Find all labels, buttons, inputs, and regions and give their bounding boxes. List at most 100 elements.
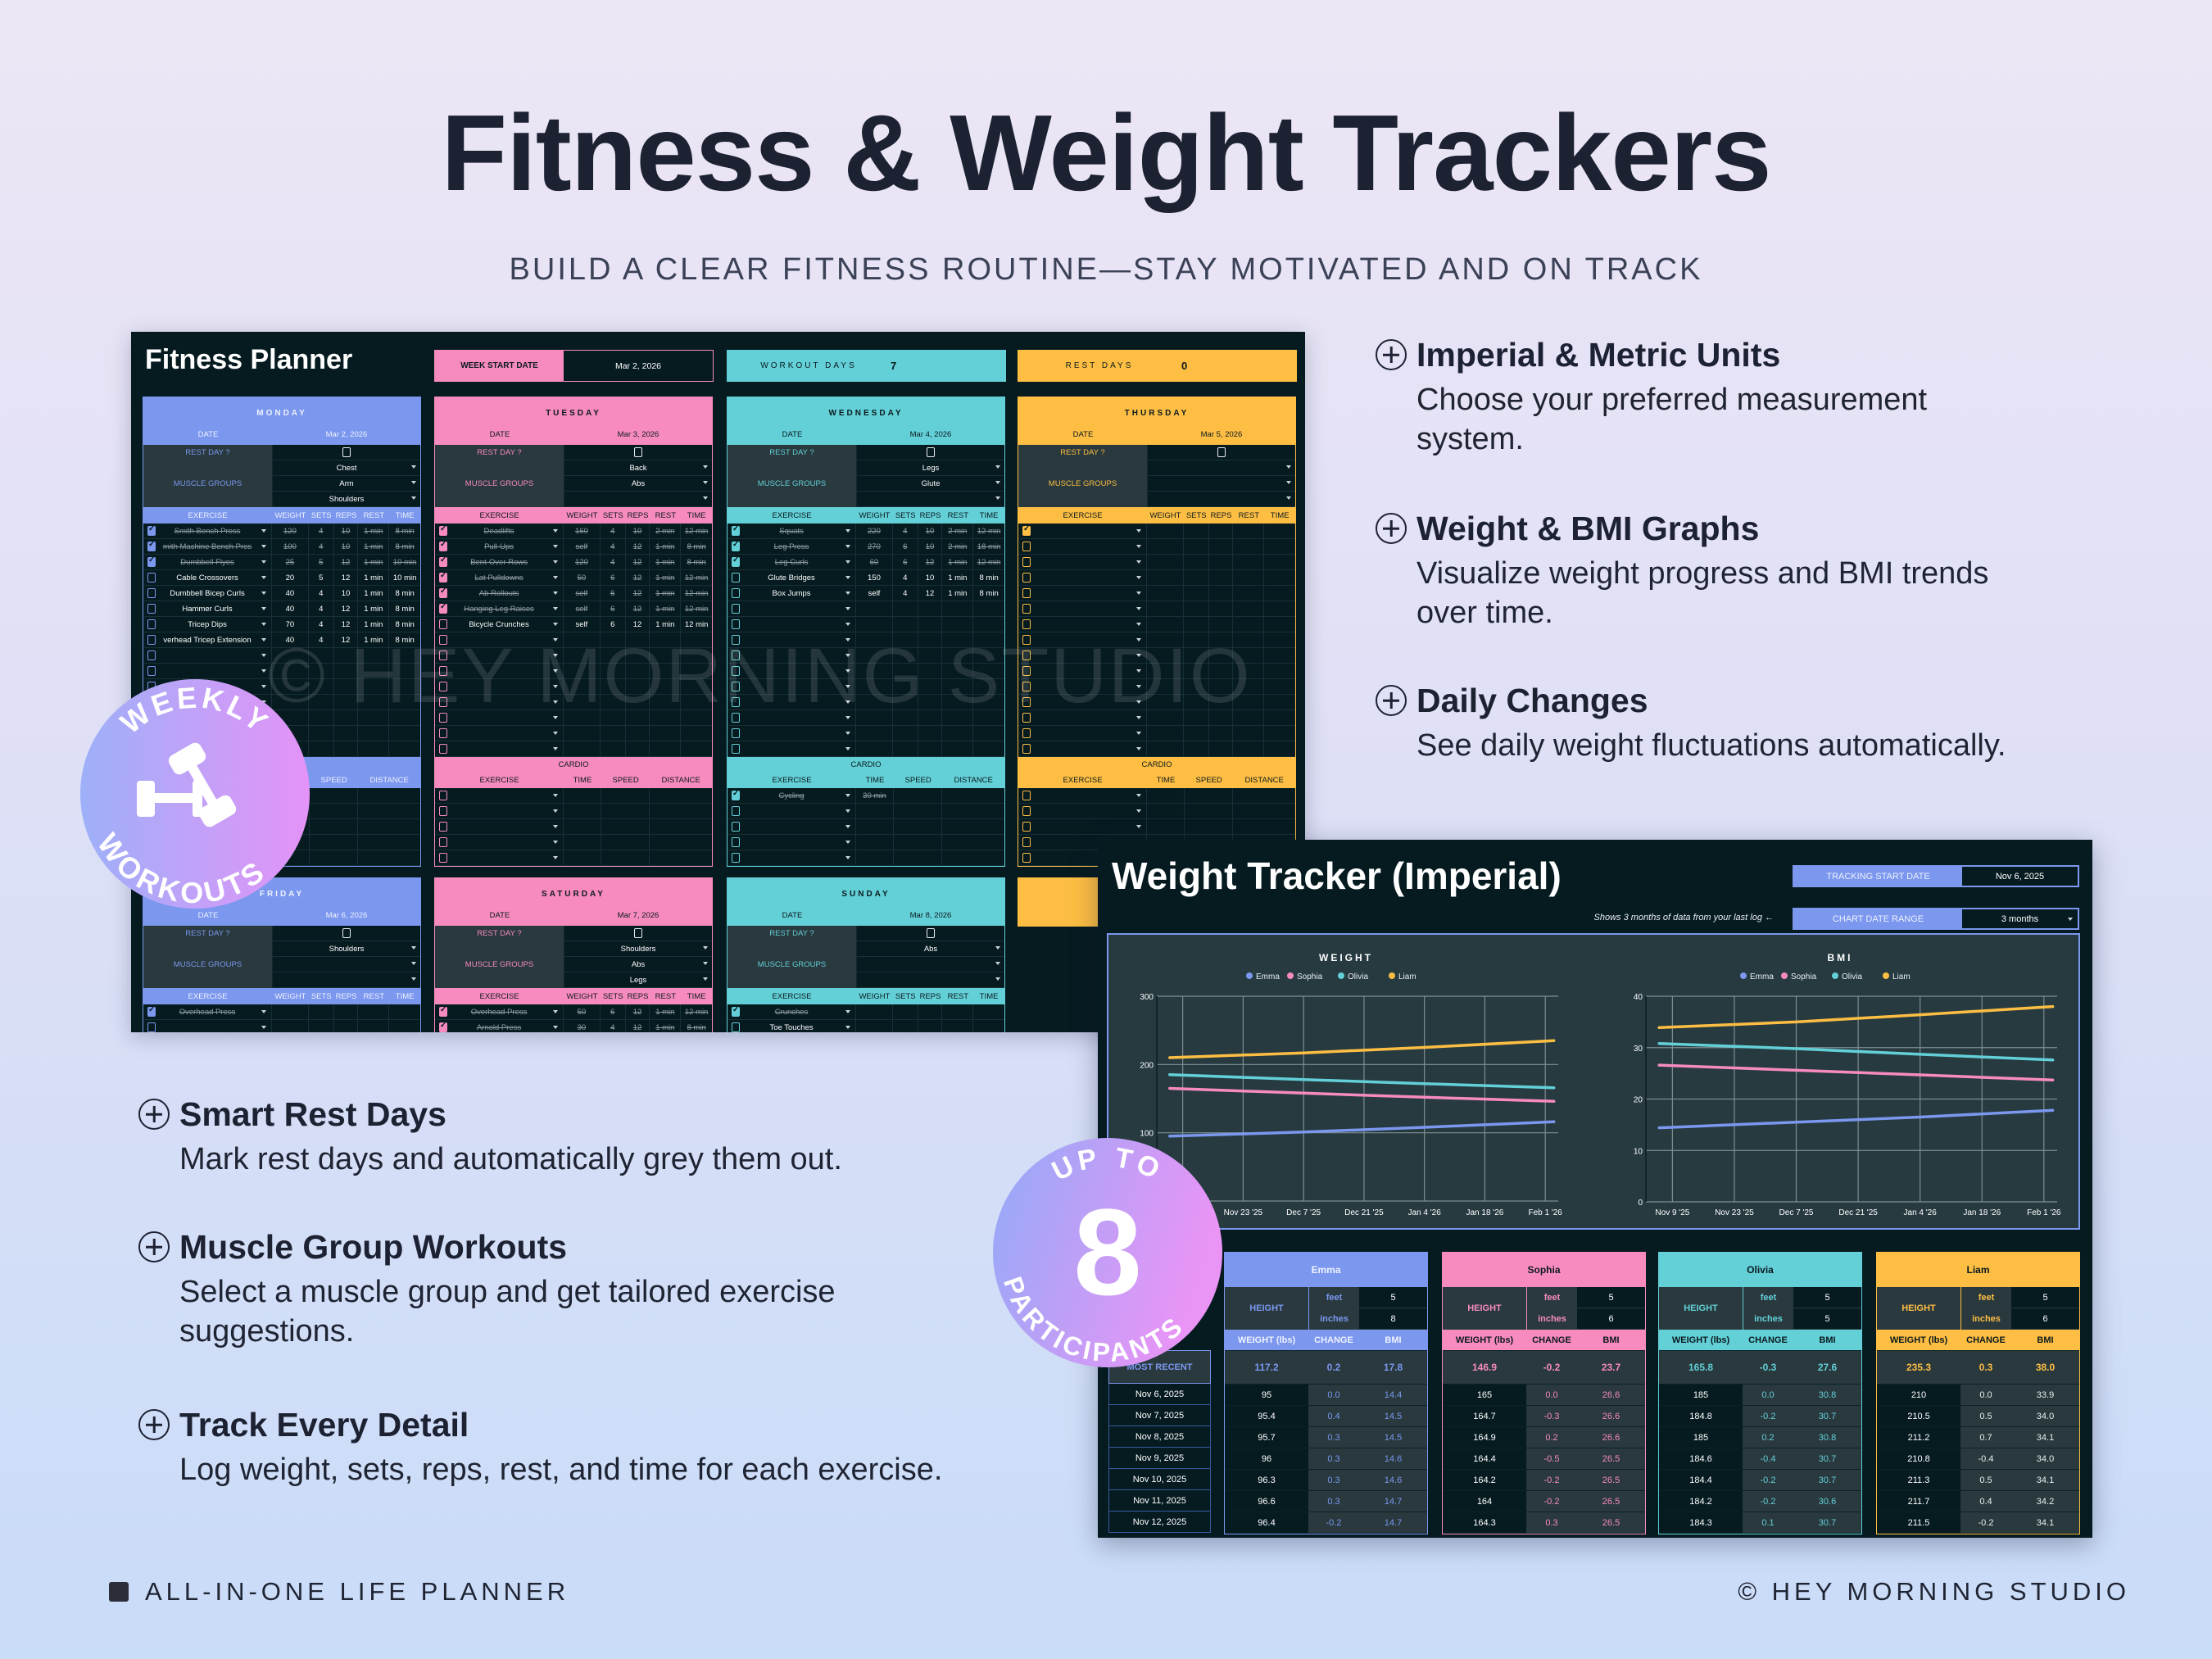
exercise-rest[interactable] [358,741,390,756]
chevron-down-icon[interactable] [261,623,267,626]
exercise-reps[interactable] [1209,695,1234,709]
exercise-weight[interactable] [1147,710,1184,725]
exercise-done-checkbox[interactable] [732,728,740,738]
muscle-group-select[interactable]: Shoulders [564,941,712,957]
chevron-down-icon[interactable] [553,669,559,673]
cardio-select[interactable] [435,819,564,834]
exercise-sets[interactable] [1184,664,1209,678]
exercise-select[interactable] [1018,648,1148,663]
exercise-select[interactable] [728,632,857,647]
chevron-down-icon[interactable] [1286,481,1291,484]
exercise-rest[interactable]: 1 min [650,570,682,585]
exercise-weight[interactable]: 40 [272,601,309,616]
exercise-weight[interactable] [856,1020,893,1032]
exercise-done-checkbox[interactable] [147,666,156,676]
muscle-group-select[interactable]: Chest [273,460,420,476]
exercise-sets[interactable] [1184,679,1209,694]
exercise-sets[interactable] [1184,632,1209,647]
chevron-down-icon[interactable] [261,529,267,533]
muscle-group-select[interactable]: Abs [564,957,712,972]
chevron-down-icon[interactable] [553,545,559,548]
log-weight[interactable]: 184.6 [1659,1448,1743,1469]
chevron-down-icon[interactable] [995,465,1000,469]
exercise-select[interactable] [435,679,564,694]
cardio-speed[interactable] [310,804,359,818]
exercise-select[interactable] [435,726,564,741]
chevron-down-icon[interactable] [261,669,267,673]
exercise-reps[interactable]: 12 [626,539,650,554]
chevron-down-icon[interactable] [411,496,416,500]
exercise-time[interactable]: 8 min [979,573,999,582]
exercise-reps[interactable] [1209,539,1234,554]
exercise-sets[interactable] [309,695,334,709]
cardio-distance[interactable] [1233,804,1295,818]
exercise-weight[interactable]: self [564,601,601,616]
chevron-down-icon[interactable] [261,638,267,641]
cardio-speed[interactable] [894,850,943,865]
exercise-done-checkbox[interactable] [1022,697,1031,707]
exercise-time[interactable] [973,617,1004,632]
cardio-time[interactable] [856,835,894,850]
log-weight[interactable]: 164.3 [1443,1512,1526,1533]
exercise-rest[interactable] [942,1020,974,1032]
exercise-weight[interactable] [564,695,601,709]
exercise-done-checkbox[interactable] [147,540,156,551]
exercise-select[interactable] [1018,586,1148,601]
cardio-done-checkbox[interactable] [1022,853,1031,863]
exercise-sets[interactable] [1184,524,1209,538]
exercise-rest[interactable]: 1 min [650,1004,682,1019]
rest-day-checkbox[interactable] [927,447,935,457]
exercise-sets[interactable]: 4 [309,617,334,632]
cardio-distance[interactable] [650,835,712,850]
exercise-weight[interactable] [1147,741,1184,756]
chevron-down-icon[interactable] [553,638,559,641]
exercise-rest[interactable] [358,695,390,709]
exercise-sets[interactable]: 4 [309,601,334,616]
exercise-select[interactable] [728,695,857,709]
exercise-weight[interactable]: self [564,586,601,601]
exercise-weight[interactable] [856,1004,893,1019]
chevron-down-icon[interactable] [411,465,416,469]
exercise-reps[interactable] [1209,679,1234,694]
exercise-time[interactable]: 12 min [684,619,709,629]
exercise-time[interactable]: 12 min [977,557,1001,567]
cardio-distance[interactable] [358,850,420,865]
log-weight[interactable]: 211.5 [1877,1512,1960,1533]
cardio-distance[interactable] [942,804,1004,818]
exercise-time[interactable]: 8 min [687,557,706,567]
exercise-sets[interactable]: 6 [893,555,918,569]
exercise-sets[interactable] [1184,555,1209,569]
exercise-sets[interactable]: 4 [601,524,626,538]
exercise-select[interactable] [728,726,857,741]
cardio-done-checkbox[interactable] [439,822,447,832]
exercise-weight[interactable]: 40 [272,586,309,601]
log-weight[interactable]: 95.4 [1225,1406,1308,1426]
exercise-weight[interactable] [1147,648,1184,663]
exercise-reps[interactable]: 12 [334,555,359,569]
cardio-distance[interactable] [650,819,712,834]
exercise-select[interactable]: Tricep Dips [143,617,273,632]
exercise-rest[interactable] [358,664,390,678]
exercise-reps[interactable]: 12 [334,632,359,647]
exercise-reps[interactable] [918,1020,943,1032]
exercise-weight[interactable] [272,1020,309,1032]
muscle-group-select[interactable]: Back [564,460,712,476]
exercise-select[interactable]: Overhead Press [435,1004,564,1019]
exercise-select[interactable] [435,632,564,647]
exercise-time[interactable] [1264,524,1295,538]
exercise-reps[interactable]: 12 [334,570,359,585]
cardio-distance[interactable] [1233,819,1295,834]
chevron-down-icon[interactable] [553,607,559,610]
exercise-time[interactable] [973,741,1004,756]
exercise-rest[interactable] [358,710,390,725]
chevron-down-icon[interactable] [995,481,1000,484]
exercise-select[interactable]: Toe Touches [728,1020,857,1032]
exercise-reps[interactable] [1209,570,1234,585]
exercise-rest[interactable] [650,726,682,741]
chevron-down-icon[interactable] [1136,529,1142,533]
cardio-speed[interactable] [1185,804,1234,818]
exercise-rest[interactable] [942,601,974,616]
exercise-select[interactable]: Cable Crossovers [143,570,273,585]
exercise-select[interactable] [728,648,857,663]
exercise-weight[interactable] [1147,524,1184,538]
